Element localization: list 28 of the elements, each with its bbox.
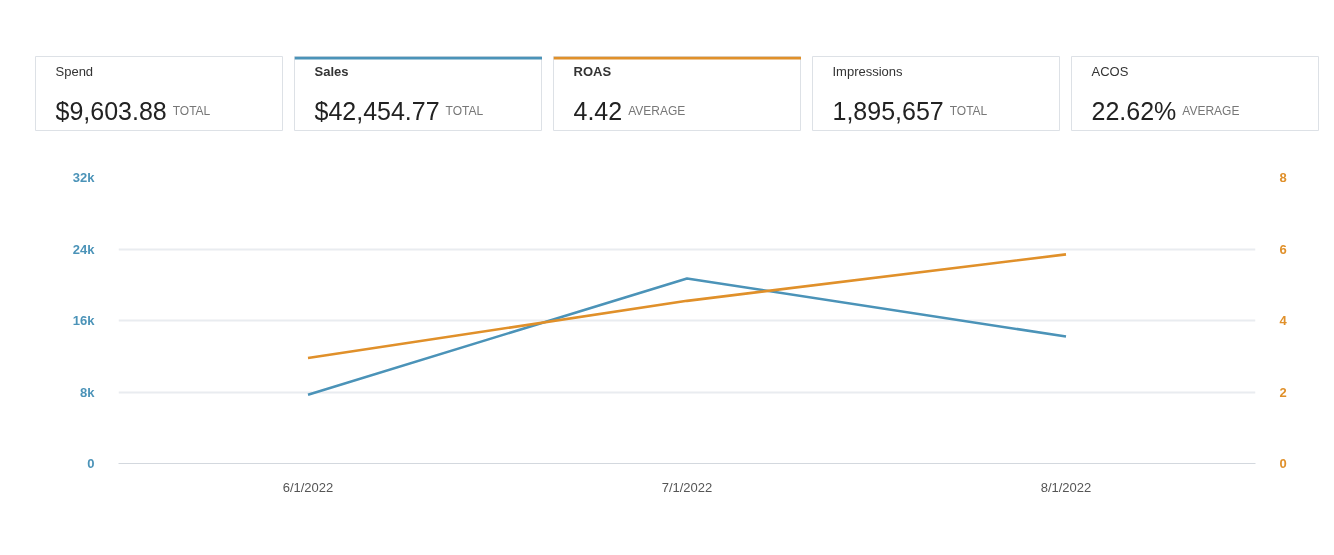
text: 1,895,657 xyxy=(832,96,944,125)
y-tick-label: 32k xyxy=(72,170,96,185)
text: TOTAL xyxy=(172,103,211,118)
y2-tick-label: 2 xyxy=(1279,384,1287,400)
x-tick-label: 6/1/2022 xyxy=(282,479,334,495)
text: TOTAL xyxy=(949,103,988,118)
x-tick-label: 8/1/2022 xyxy=(1040,479,1092,495)
y-tick-label: 24k xyxy=(72,241,96,257)
y2-tick-label: 6 xyxy=(1279,241,1287,257)
text: 4.42 xyxy=(573,96,623,125)
text: AVERAGE xyxy=(628,103,686,118)
text: 22.62% xyxy=(1091,96,1177,125)
text: $9,603.88 xyxy=(55,96,167,125)
y-tick-label: 0 xyxy=(87,456,95,471)
text: ROAS xyxy=(573,64,612,79)
y2-tick-label: 0 xyxy=(1279,456,1287,471)
text: ACOS xyxy=(1091,64,1129,79)
y-tick-label: 8k xyxy=(80,384,96,400)
text: Impressions xyxy=(832,64,904,79)
text: TOTAL xyxy=(445,103,484,118)
text: AVERAGE xyxy=(1182,103,1240,118)
x-tick-label: 7/1/2022 xyxy=(661,479,713,495)
text: $42,454.77 xyxy=(314,96,440,125)
y-tick-label: 16k xyxy=(72,313,96,328)
text: Sales xyxy=(314,64,349,79)
y2-tick-label: 8 xyxy=(1279,170,1287,185)
text: Spend xyxy=(55,64,94,79)
y2-tick-label: 4 xyxy=(1279,313,1288,328)
